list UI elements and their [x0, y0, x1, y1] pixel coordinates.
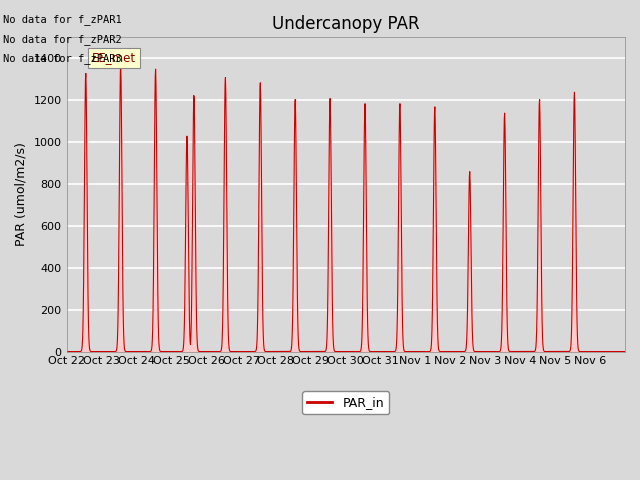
Text: EE_met: EE_met [92, 51, 136, 64]
Text: No data for f_zPAR3: No data for f_zPAR3 [3, 53, 122, 64]
Y-axis label: PAR (umol/m2/s): PAR (umol/m2/s) [15, 143, 28, 246]
Text: No data for f_zPAR2: No data for f_zPAR2 [3, 34, 122, 45]
Text: No data for f_zPAR1: No data for f_zPAR1 [3, 14, 122, 25]
Legend: PAR_in: PAR_in [303, 391, 389, 414]
Title: Undercanopy PAR: Undercanopy PAR [272, 15, 420, 33]
